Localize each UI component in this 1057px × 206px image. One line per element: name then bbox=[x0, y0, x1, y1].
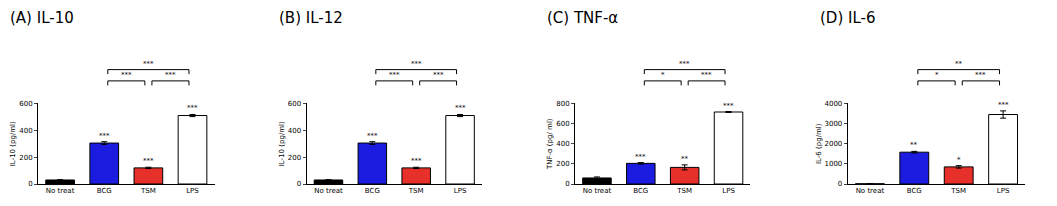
svg-text:(D) IL-6: (D) IL-6 bbox=[820, 9, 876, 27]
svg-text:2000: 2000 bbox=[824, 140, 842, 148]
svg-text:No treat: No treat bbox=[583, 187, 612, 195]
svg-text:LPS: LPS bbox=[722, 187, 735, 195]
svg-text:400: 400 bbox=[556, 140, 569, 148]
svg-text:***: *** bbox=[723, 102, 734, 110]
svg-text:800: 800 bbox=[556, 100, 569, 108]
svg-text:BCG: BCG bbox=[97, 187, 112, 195]
svg-text:No treat: No treat bbox=[856, 187, 885, 195]
svg-text:BCG: BCG bbox=[365, 187, 380, 195]
svg-text:***: *** bbox=[389, 71, 400, 79]
svg-text:400: 400 bbox=[288, 127, 301, 135]
svg-text:0: 0 bbox=[565, 180, 569, 188]
svg-text:LPS: LPS bbox=[454, 187, 467, 195]
svg-text:***: *** bbox=[998, 101, 1009, 109]
svg-text:***: *** bbox=[121, 71, 132, 79]
svg-text:*: * bbox=[957, 156, 961, 164]
svg-text:***: *** bbox=[165, 71, 176, 79]
svg-text:IL-10 (pg/ml): IL-10 (pg/ml) bbox=[9, 121, 17, 166]
svg-text:1000: 1000 bbox=[824, 160, 842, 168]
svg-text:***: *** bbox=[99, 132, 110, 140]
svg-text:TSM: TSM bbox=[676, 187, 692, 195]
svg-text:(C) TNF-α: (C) TNF-α bbox=[547, 9, 618, 27]
svg-text:600: 600 bbox=[19, 100, 32, 108]
svg-text:0: 0 bbox=[297, 180, 301, 188]
svg-text:*: * bbox=[661, 71, 665, 79]
svg-text:BCG: BCG bbox=[633, 187, 648, 195]
svg-text:(B) IL-12: (B) IL-12 bbox=[279, 9, 343, 27]
svg-text:200: 200 bbox=[556, 160, 569, 168]
svg-text:LPS: LPS bbox=[186, 187, 199, 195]
svg-text:***: *** bbox=[433, 71, 444, 79]
svg-text:TSM: TSM bbox=[950, 187, 966, 195]
svg-text:TNF-α (pg/ ml): TNF-α (pg/ ml) bbox=[546, 118, 554, 170]
svg-text:***: *** bbox=[635, 153, 646, 161]
svg-text:***: *** bbox=[411, 60, 422, 68]
svg-text:***: *** bbox=[143, 60, 154, 68]
svg-text:***: *** bbox=[701, 71, 712, 79]
svg-text:***: *** bbox=[367, 132, 378, 140]
svg-text:IL-6 (pg/ml): IL-6 (pg/ml) bbox=[815, 123, 823, 164]
svg-text:**: ** bbox=[910, 141, 918, 149]
svg-text:***: *** bbox=[143, 157, 154, 165]
svg-text:TSM: TSM bbox=[140, 187, 156, 195]
svg-text:600: 600 bbox=[288, 100, 301, 108]
svg-text:200: 200 bbox=[288, 154, 301, 162]
svg-text:0: 0 bbox=[838, 180, 842, 188]
svg-text:IL-10 (pg/ml): IL-10 (pg/ml) bbox=[278, 121, 286, 166]
svg-text:***: *** bbox=[975, 71, 986, 79]
svg-text:***: *** bbox=[679, 60, 690, 68]
svg-text:200: 200 bbox=[19, 154, 32, 162]
svg-text:**: ** bbox=[955, 60, 963, 68]
svg-text:*: * bbox=[935, 71, 939, 79]
svg-text:***: *** bbox=[411, 157, 422, 165]
svg-text:LPS: LPS bbox=[997, 187, 1010, 195]
svg-text:BCG: BCG bbox=[907, 187, 922, 195]
svg-text:No treat: No treat bbox=[46, 187, 75, 195]
svg-text:0: 0 bbox=[28, 180, 32, 188]
svg-text:***: *** bbox=[455, 104, 466, 112]
svg-text:600: 600 bbox=[556, 120, 569, 128]
svg-text:(A) IL-10: (A) IL-10 bbox=[10, 9, 74, 27]
svg-text:400: 400 bbox=[19, 127, 32, 135]
svg-text:**: ** bbox=[681, 155, 689, 163]
svg-text:3000: 3000 bbox=[824, 120, 842, 128]
svg-text:No treat: No treat bbox=[314, 187, 343, 195]
svg-text:4000: 4000 bbox=[824, 100, 842, 108]
svg-text:TSM: TSM bbox=[408, 187, 424, 195]
svg-text:***: *** bbox=[187, 104, 198, 112]
